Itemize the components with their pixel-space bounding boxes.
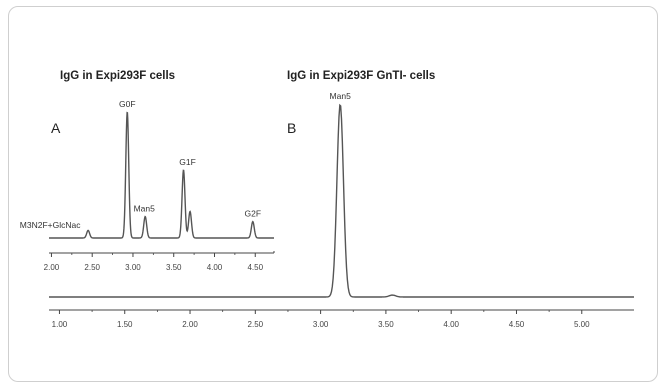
chart-b-tick-label: 1.50 [117, 320, 133, 329]
chart-a-tick-label: 3.00 [125, 263, 141, 272]
chart-a-tick-label: 3.50 [166, 263, 182, 272]
chart-a-trace [49, 111, 274, 239]
peak-label: G0F [119, 99, 136, 109]
chart-a-tick-label: 4.50 [247, 263, 263, 272]
chart-b-tick-label: 3.00 [313, 320, 329, 329]
panel-a-letter: A [51, 120, 61, 136]
chart-b-title: IgG in Expi293F GnTI- cells [287, 70, 436, 82]
chart-b-tick-label: 3.50 [378, 320, 394, 329]
chart-a-tick-label: 4.00 [207, 263, 223, 272]
chart-b-tick-label: 5.00 [574, 320, 590, 329]
chart-a-tick-label: 2.00 [44, 263, 60, 272]
chart-a-title: IgG in Expi293F cells [60, 70, 176, 82]
figure-card [8, 6, 658, 382]
peak-label: G1F [179, 157, 196, 167]
peak-label: M3N2F+GlcNac [20, 220, 81, 230]
panel-b-letter: B [287, 120, 297, 136]
chart-b-tick-label: 2.00 [182, 320, 198, 329]
chart-b-trace [49, 103, 634, 298]
peak-label: Man5 [134, 204, 156, 214]
chart-b-tick-label: 1.00 [52, 320, 68, 329]
peak-label: Man5 [330, 91, 352, 101]
chart-b-tick-label: 4.00 [443, 320, 459, 329]
chart-b-tick-label: 2.50 [248, 320, 264, 329]
chart-b-tick-label: 4.50 [509, 320, 525, 329]
peak-label: G2F [245, 209, 262, 219]
chart-a-tick-label: 2.50 [84, 263, 100, 272]
